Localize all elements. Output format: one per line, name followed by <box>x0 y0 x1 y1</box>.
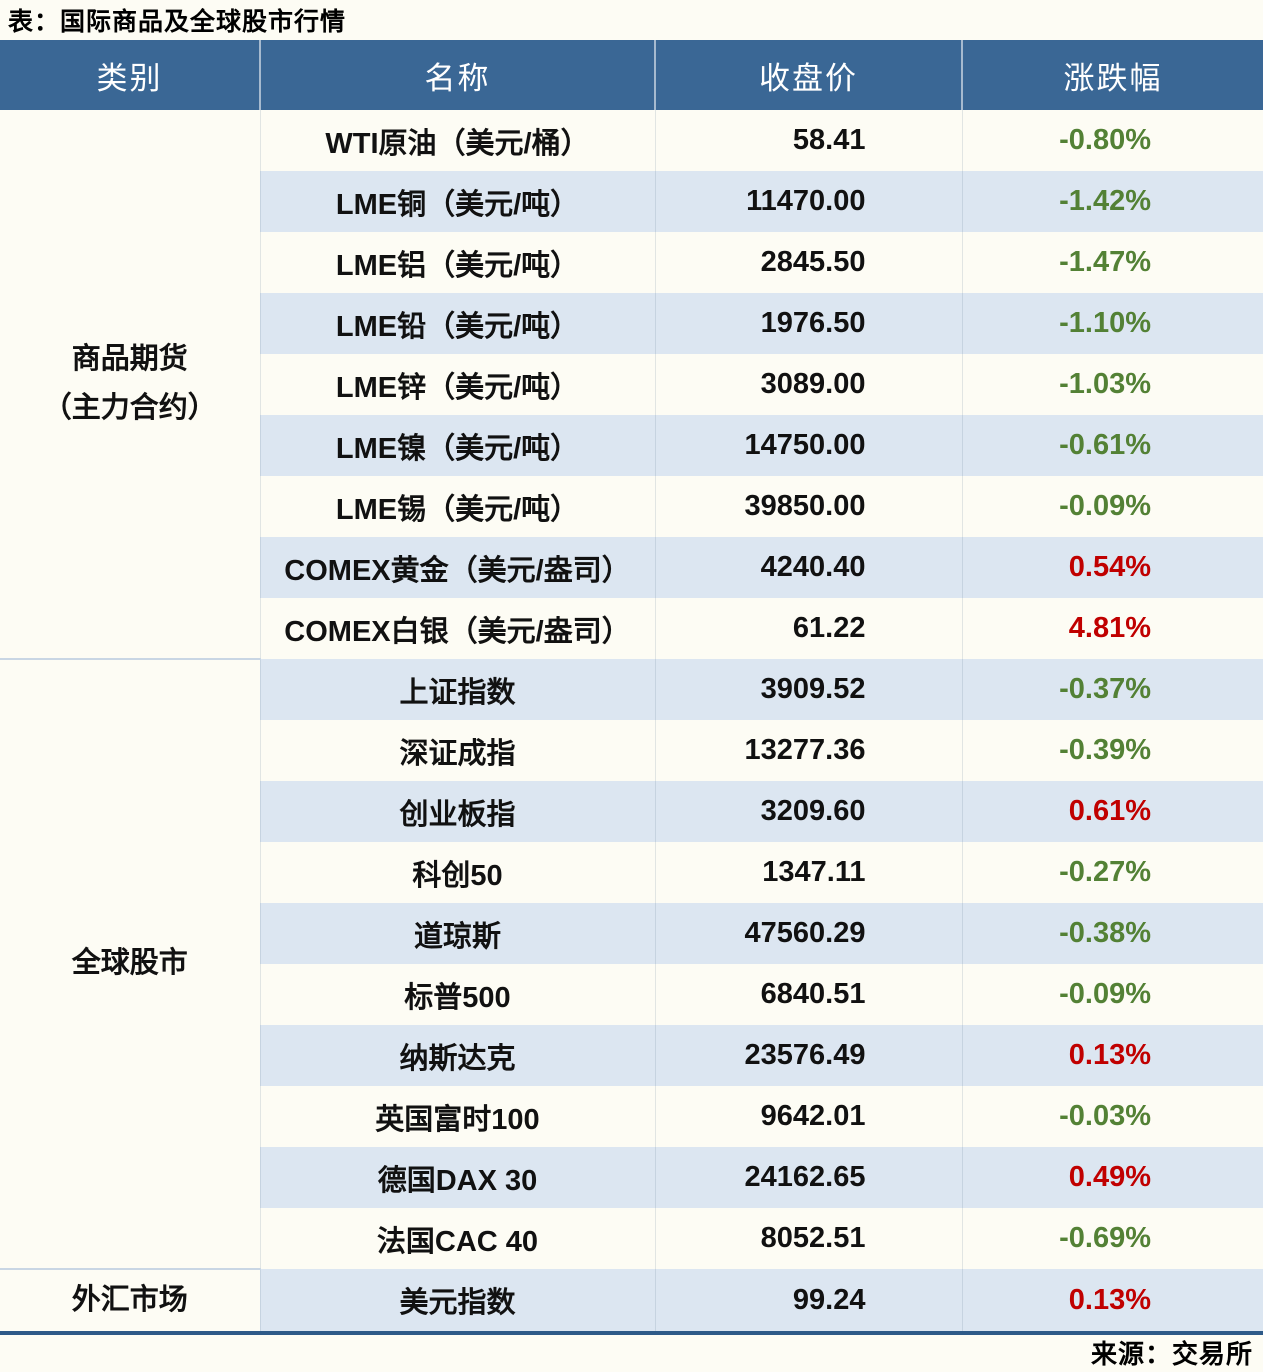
price-cell: 3089.00 <box>654 354 962 415</box>
price-cell: 23576.49 <box>654 1025 962 1086</box>
price-cell: 24162.65 <box>654 1147 962 1208</box>
table-row: 商品期货 （主力合约） WTI原油（美元/桶） 58.41 -0.80% <box>0 110 1263 660</box>
name-cell: COMEX白银（美元/盎司） <box>259 598 655 659</box>
price-cell: 99.24 <box>654 1269 962 1333</box>
table-row: 德国DAX 30 24162.65 0.49% <box>0 1147 1263 1208</box>
price-cell: 3209.60 <box>654 781 962 842</box>
table-row: LME锡（美元/吨） 39850.00 -0.09% <box>0 476 1263 537</box>
table-row: 全球股市 上证指数 3909.52 -0.37% <box>0 659 1263 1270</box>
name-cell: LME锡（美元/吨） <box>259 476 655 537</box>
price-cell: 1347.11 <box>654 842 962 903</box>
pct-cell: -0.38% <box>961 903 1263 964</box>
table-row: 标普500 6840.51 -0.09% <box>0 964 1263 1025</box>
table-row: LME锌（美元/吨） 3089.00 -1.03% <box>0 354 1263 415</box>
name-cell: 科创50 <box>259 842 655 903</box>
price-cell: 47560.29 <box>654 903 962 964</box>
pct-cell: 0.13% <box>961 1025 1263 1086</box>
name-cell: LME镍（美元/吨） <box>259 415 655 476</box>
pct-cell: -1.47% <box>961 232 1263 293</box>
column-header-category: 类别 <box>0 40 260 110</box>
price-cell: 61.22 <box>654 598 962 659</box>
price-cell: 39850.00 <box>654 476 962 537</box>
header-row: 类别 名称 收盘价 涨跌幅 <box>0 40 1263 110</box>
table-body: 商品期货 （主力合约） WTI原油（美元/桶） 58.41 -0.80% LME铜（美元… <box>0 110 1263 1333</box>
pct-cell: -0.61% <box>961 415 1263 476</box>
pct-cell: -1.03% <box>961 354 1263 415</box>
table-row: 道琼斯 47560.29 -0.38% <box>0 903 1263 964</box>
column-header-close: 收盘价 <box>654 40 962 110</box>
table-row: 英国富时100 9642.01 -0.03% <box>0 1086 1263 1147</box>
quote-table: 类别 名称 收盘价 涨跌幅 商品期货 （主力合约） WTI原油（美元/桶） 58.4… <box>0 40 1263 1335</box>
price-cell: 13277.36 <box>654 720 962 781</box>
table-row: 法国CAC 40 8052.51 -0.69% <box>0 1208 1263 1269</box>
pct-cell: -1.10% <box>961 293 1263 354</box>
name-cell: 道琼斯 <box>259 903 655 964</box>
table-row: LME铅（美元/吨） 1976.50 -1.10% <box>0 293 1263 354</box>
table-row: LME镍（美元/吨） 14750.00 -0.61% <box>0 415 1263 476</box>
column-header-name: 名称 <box>259 40 655 110</box>
price-cell: 8052.51 <box>654 1208 962 1269</box>
pct-cell: 0.54% <box>961 537 1263 598</box>
table-row: 深证成指 13277.36 -0.39% <box>0 720 1263 781</box>
name-cell: LME铅（美元/吨） <box>259 293 655 354</box>
table-row: LME铜（美元/吨） 11470.00 -1.42% <box>0 171 1263 232</box>
category-cell: 全球股市 <box>0 659 260 1270</box>
table-row: 创业板指 3209.60 0.61% <box>0 781 1263 842</box>
pct-cell: 0.13% <box>961 1269 1263 1333</box>
name-cell: 美元指数 <box>259 1269 655 1333</box>
name-cell: LME铜（美元/吨） <box>259 171 655 232</box>
name-cell: 创业板指 <box>259 781 655 842</box>
name-cell: COMEX黄金（美元/盎司） <box>259 537 655 598</box>
name-cell: 深证成指 <box>259 720 655 781</box>
name-cell: 英国富时100 <box>259 1086 655 1147</box>
table-row: 纳斯达克 23576.49 0.13% <box>0 1025 1263 1086</box>
table-row: COMEX黄金（美元/盎司） 4240.40 0.54% <box>0 537 1263 598</box>
price-cell: 58.41 <box>654 110 962 171</box>
source-caption: 来源：交易所 <box>1090 1339 1253 1369</box>
pct-cell: 0.49% <box>961 1147 1263 1208</box>
table-row: 外汇市场 美元指数 99.24 0.13% <box>0 1269 1263 1333</box>
price-cell: 14750.00 <box>654 415 962 476</box>
pct-cell: -0.09% <box>961 476 1263 537</box>
name-cell: 德国DAX 30 <box>259 1147 655 1208</box>
pct-cell: -0.27% <box>961 842 1263 903</box>
price-cell: 1976.50 <box>654 293 962 354</box>
table-row: COMEX白银（美元/盎司） 61.22 4.81% <box>0 598 1263 659</box>
page-title: 表：国际商品及全球股市行情 <box>8 8 347 36</box>
table-row: 科创50 1347.11 -0.27% <box>0 842 1263 903</box>
name-cell: 法国CAC 40 <box>259 1208 655 1269</box>
name-cell: LME锌（美元/吨） <box>259 354 655 415</box>
price-cell: 9642.01 <box>654 1086 962 1147</box>
pct-cell: -0.03% <box>961 1086 1263 1147</box>
pct-cell: -0.80% <box>961 110 1263 171</box>
table-row: LME铝（美元/吨） 2845.50 -1.47% <box>0 232 1263 293</box>
name-cell: 纳斯达克 <box>259 1025 655 1086</box>
pct-cell: -0.09% <box>961 964 1263 1025</box>
name-cell: 上证指数 <box>259 659 655 720</box>
name-cell: LME铝（美元/吨） <box>259 232 655 293</box>
pct-cell: -0.69% <box>961 1208 1263 1269</box>
category-cell: 商品期货 （主力合约） <box>0 110 260 660</box>
pct-cell: -1.42% <box>961 171 1263 232</box>
price-cell: 6840.51 <box>654 964 962 1025</box>
price-cell: 3909.52 <box>654 659 962 720</box>
category-cell: 外汇市场 <box>0 1269 260 1333</box>
name-cell: WTI原油（美元/桶） <box>259 110 655 171</box>
pct-cell: -0.37% <box>961 659 1263 720</box>
pct-cell: 4.81% <box>961 598 1263 659</box>
pct-cell: -0.39% <box>961 720 1263 781</box>
price-cell: 11470.00 <box>654 171 962 232</box>
column-header-change: 涨跌幅 <box>961 40 1263 110</box>
name-cell: 标普500 <box>259 964 655 1025</box>
price-cell: 4240.40 <box>654 537 962 598</box>
pct-cell: 0.61% <box>961 781 1263 842</box>
price-cell: 2845.50 <box>654 232 962 293</box>
